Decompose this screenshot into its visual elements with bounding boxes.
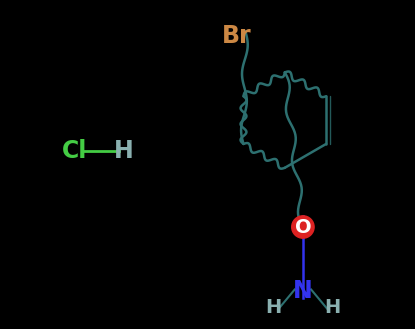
Text: H: H (265, 298, 281, 317)
Text: N: N (293, 279, 313, 303)
Text: Cl: Cl (61, 139, 87, 163)
Text: H: H (325, 298, 341, 317)
Text: H: H (114, 139, 134, 163)
Text: O: O (295, 217, 311, 237)
Text: Br: Br (222, 24, 252, 48)
Circle shape (292, 216, 314, 238)
